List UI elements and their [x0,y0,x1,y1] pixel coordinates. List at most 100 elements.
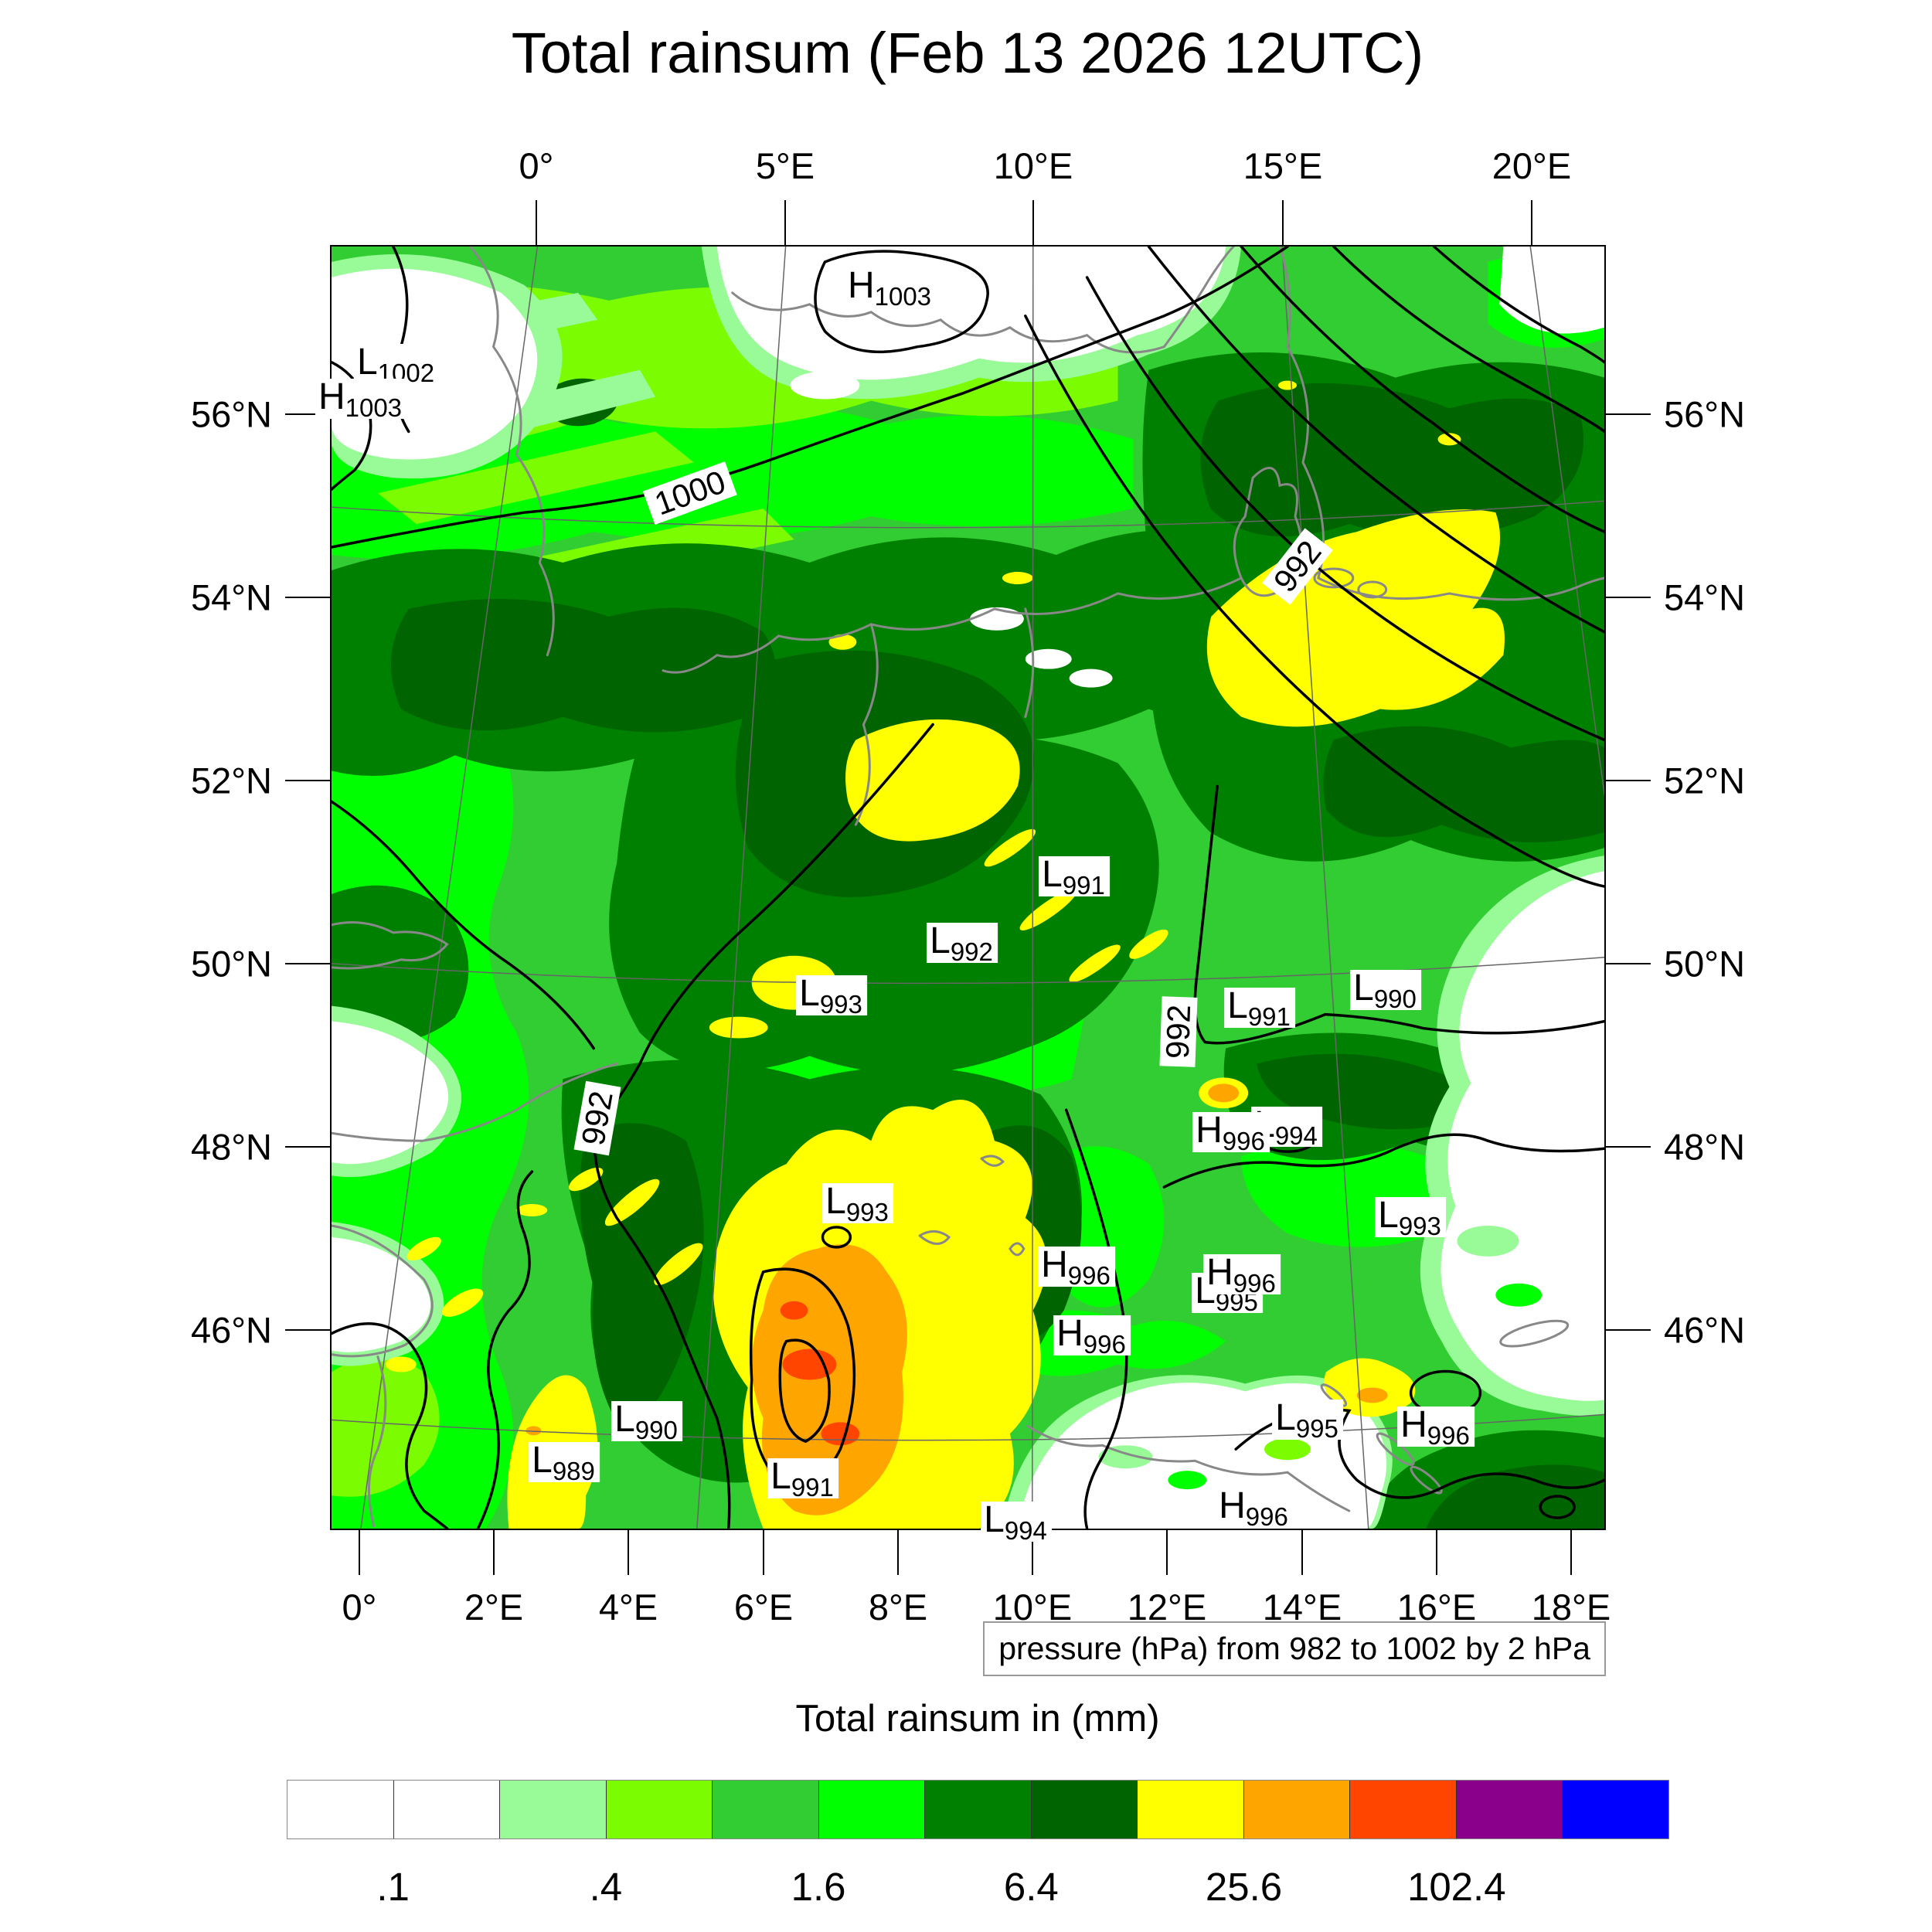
pressure-marker-L993: L993 [796,973,867,1017]
bottom-tick [493,1530,495,1575]
colorbar-label-102.4: 102.4 [1406,1865,1506,1909]
pressure-marker-L990: L990 [611,1399,682,1443]
pressure-value: 995 [1295,1414,1338,1443]
colorbar-cell-4 [712,1781,818,1838]
pressure-letter: L [799,973,820,1014]
bottom-axis-label: 4°E [598,1587,658,1628]
map-plot-area [330,245,1606,1530]
pressure-value: 996 [1427,1421,1470,1450]
right-tick [1606,780,1651,781]
pressure-letter: H [1400,1404,1427,1445]
colorbar-label-6.4: 6.4 [1003,1865,1059,1909]
pressure-letter: H [1041,1244,1068,1285]
right-axis-label: 50°N [1664,943,1746,985]
isobar-label-992: 992 [1159,996,1198,1067]
pressure-letter: L [614,1399,635,1440]
bottom-tick [1166,1530,1168,1575]
colorbar [287,1780,1669,1839]
bottom-axis-label: 6°E [733,1587,794,1628]
bottom-axis-label: 8°E [868,1587,928,1628]
colorbar-cell-10 [1349,1781,1456,1838]
top-tick [784,200,786,245]
left-tick [285,780,330,781]
left-axis-label: 54°N [190,577,272,618]
pressure-marker-L993: L993 [822,1181,893,1226]
pressure-marker-H996: H996 [1038,1244,1115,1288]
pressure-letter: H [847,265,875,306]
right-axis-label: 48°N [1664,1126,1746,1168]
pressure-letter: L [1275,1397,1296,1438]
bottom-axis-label: 10°E [992,1587,1073,1628]
pressure-marker-L995: L995 [1272,1397,1343,1443]
bottom-tick [1032,1530,1033,1575]
pressure-value: 994 [1274,1121,1318,1150]
left-axis-label: 52°N [190,760,272,801]
left-axis-label: 46°N [190,1309,272,1351]
top-axis-label: 10°E [993,145,1073,186]
pressure-letter: H [1206,1252,1233,1293]
pressure-marker-L993: L993 [1375,1195,1446,1240]
top-tick [536,200,537,245]
colorbar-label-25.6: 25.6 [1205,1865,1283,1909]
pressure-marker-L991: L991 [1224,985,1295,1031]
left-tick [285,1329,330,1331]
colorbar-cell-9 [1243,1781,1350,1838]
pressure-letter: L [930,920,951,961]
left-tick [285,597,330,598]
pressure-marker-H996: H996 [1203,1252,1281,1296]
pressure-letter: L [1378,1195,1399,1236]
pressure-marker-L992: L992 [927,920,998,964]
colorbar-cell-11 [1455,1781,1563,1838]
pressure-value: 994 [1004,1516,1047,1545]
pressure-value: 990 [1373,985,1417,1013]
pressure-value: 996 [1245,1502,1288,1531]
pressure-letter: H [1196,1110,1223,1151]
colorbar-title: Total rainsum in (mm) [795,1698,1160,1740]
bottom-axis-label: 14°E [1262,1587,1342,1628]
pressure-value: 993 [819,990,862,1019]
right-axis-label: 54°N [1664,577,1746,618]
top-tick [1531,200,1532,245]
pressure-value: 989 [552,1457,595,1485]
bottom-tick [1301,1530,1303,1575]
bottom-axis-label: 18°E [1531,1587,1611,1628]
top-axis-label: 15°E [1243,145,1323,186]
bottom-tick [1436,1530,1437,1575]
left-axis-label: 48°N [190,1126,272,1168]
pressure-value: 993 [845,1198,889,1226]
pressure-value: 991 [791,1473,834,1502]
pressure-marker-H996: H996 [1397,1404,1475,1450]
pressure-value: 991 [1247,1002,1291,1031]
pressure-letter: L [1227,985,1248,1026]
colorbar-cell-3 [605,1781,713,1838]
pressure-marker-L990: L990 [1350,968,1421,1013]
colorbar-cell-1 [393,1781,500,1838]
left-tick [285,413,330,415]
pressure-value: 1003 [874,282,932,311]
colorbar-label-1.6: 1.6 [791,1865,846,1909]
right-tick [1606,413,1651,415]
bottom-tick [628,1530,629,1575]
colorbar-cell-5 [818,1781,925,1838]
right-axis-label: 46°N [1664,1309,1746,1351]
pressure-value: 993 [1398,1212,1441,1240]
pressure-letter: L [825,1181,846,1222]
right-tick [1606,597,1651,598]
top-tick [1282,200,1284,245]
bottom-axis-label: 2°E [464,1587,524,1628]
colorbar-cell-6 [924,1781,1031,1838]
pressure-letter: H [1219,1485,1246,1526]
left-axis-label: 56°N [190,393,272,435]
pressure-marker-H996: H996 [1216,1485,1293,1531]
right-axis-label: 52°N [1664,760,1746,801]
pressure-marker-L989: L989 [529,1442,600,1485]
pressure-letter: H [1056,1313,1083,1354]
pressure-letter: H [318,376,345,417]
pressure-value: 991 [1062,871,1105,900]
pressure-marker-H1003: H1003 [844,265,937,311]
left-tick [285,1146,330,1148]
rain-field [332,247,1604,1529]
left-tick [285,963,330,964]
top-tick [1032,200,1034,245]
pressure-letter: L [1353,968,1374,1009]
